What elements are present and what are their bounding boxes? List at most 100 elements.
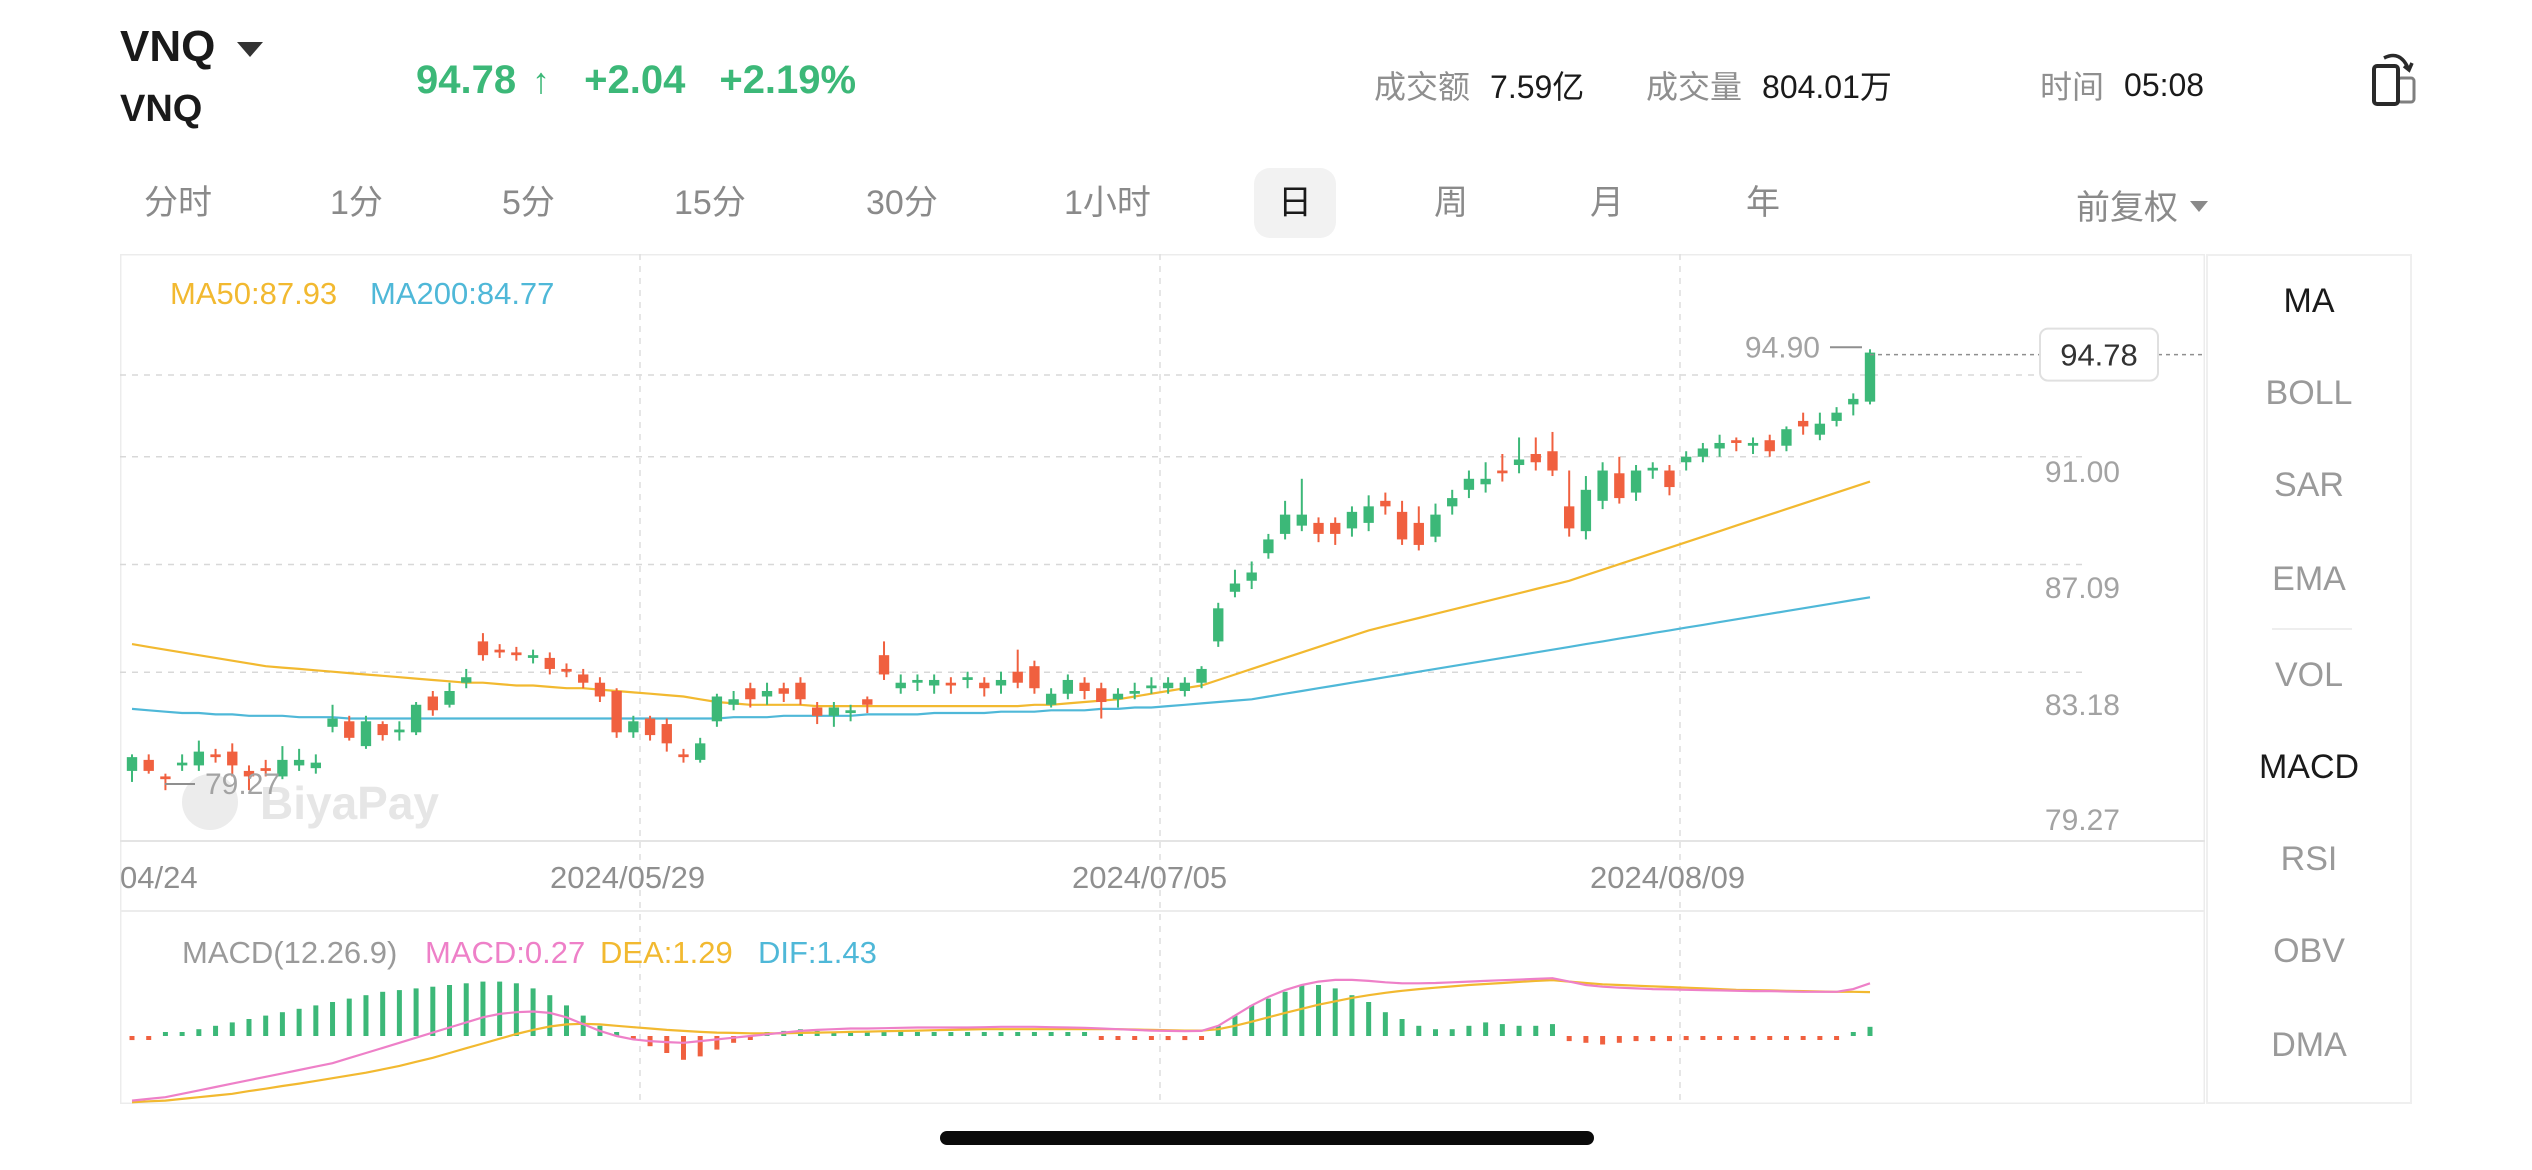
candle-body [644, 718, 656, 736]
macd-legend-item: DEA:1.29 [600, 935, 733, 970]
macd-hist-bar [1767, 1036, 1773, 1040]
macd-hist-bar [213, 1025, 219, 1036]
chevron-down-icon [237, 41, 264, 57]
macd-panel: MACD(12.26.9) MACD:0.27 DEA:1.29 DIF:1.43 [129, 935, 1873, 1104]
tab-period-10[interactable]: 年 [1746, 184, 1780, 222]
candle-body [1396, 511, 1408, 540]
tab-period-8[interactable]: 周 [1434, 184, 1468, 222]
tab-period-6[interactable]: 1小时 [1064, 184, 1151, 222]
candle-body [277, 759, 288, 777]
candle-body [728, 699, 739, 705]
volume-value: 804.01万 [1762, 69, 1892, 105]
candle-body [1413, 522, 1424, 545]
candle-body [327, 718, 338, 727]
candle-body [1697, 448, 1709, 457]
macd-hist-bar [1733, 1036, 1739, 1040]
candle-body [1162, 682, 1174, 689]
candle-body [1279, 514, 1291, 534]
macd-hist-bar [898, 1032, 904, 1036]
candle-body [695, 743, 706, 760]
macd-hist-bar [146, 1036, 152, 1040]
tab-period-2[interactable]: 1分 [330, 184, 383, 222]
indicator-boll[interactable]: BOLL [2265, 374, 2353, 412]
candle-body [1614, 473, 1625, 499]
macd-hist-bar [1433, 1029, 1438, 1036]
candle-body [1129, 690, 1140, 694]
candle-body [945, 682, 957, 686]
indicator-dma[interactable]: DMA [2271, 1026, 2347, 1064]
max-label: 94.90 [1745, 331, 1820, 364]
macd-hist-bar [1700, 1036, 1706, 1040]
candle-body [578, 674, 589, 683]
macd-hist-bar [513, 983, 519, 1036]
indicator-vol[interactable]: VOL [2274, 656, 2344, 694]
x-tick-label: 2024/08/09 [1590, 860, 1745, 895]
tab-period-1[interactable]: 分时 [144, 184, 212, 222]
candle-body [1647, 467, 1658, 471]
candle-body [1764, 440, 1775, 452]
ma-legend-item: MA50:87.93 [170, 276, 337, 311]
macd-hist-bar [179, 1032, 185, 1036]
candle-body [260, 768, 271, 771]
ma200-line [131, 596, 1871, 720]
macd-hist-bar [914, 1032, 920, 1036]
kline-chart[interactable]: BiyaPay MA50:87.93MA200:84.7794.9191.008… [119, 253, 2206, 1105]
candle-body [661, 724, 672, 744]
candle-body [126, 757, 138, 771]
candle-body [444, 690, 455, 705]
macd-hist-bar [330, 1002, 336, 1036]
price-adjust-dropdown[interactable]: 前复权 [2076, 180, 2208, 229]
indicator-sar[interactable]: SAR [2274, 466, 2344, 504]
candle-body [1497, 470, 1508, 474]
macd-hist-bar [296, 1008, 302, 1036]
tab-period-5[interactable]: 30分 [866, 184, 938, 222]
candle-body [895, 682, 906, 689]
candle-body [1580, 489, 1592, 532]
candle-body [243, 770, 255, 777]
macd-hist-bar [1533, 1025, 1539, 1036]
chart-border [119, 253, 2206, 1105]
macd-legend-item: MACD:0.27 [425, 935, 585, 970]
time-stat: 时间 05:08 [2040, 62, 2204, 108]
macd-hist-bar [1098, 1036, 1104, 1040]
rotate-icon [2372, 53, 2416, 106]
macd-hist-bar [1199, 1036, 1205, 1040]
candle-body [461, 677, 472, 683]
tab-period-9[interactable]: 月 [1590, 184, 1624, 222]
indicator-macd[interactable]: MACD [2258, 748, 2360, 786]
candle-body [160, 776, 171, 780]
turnover-value: 7.59亿 [1490, 69, 1585, 105]
tab-period-3[interactable]: 5分 [502, 184, 555, 222]
candle-body [561, 668, 572, 672]
watermark: BiyaPay [182, 774, 439, 830]
macd-hist-bar [196, 1029, 202, 1036]
macd-legend-item: MACD(12.26.9) [182, 935, 397, 970]
candle-body [979, 682, 990, 689]
macd-hist-bar [1182, 1036, 1188, 1041]
macd-hist-bar [981, 1032, 987, 1036]
candle-body [862, 699, 873, 705]
macd-hist-bar [747, 1036, 753, 1040]
macd-hist-bar [680, 1036, 686, 1060]
candle-body [1012, 671, 1023, 683]
tab-period-7[interactable]: 日 [1254, 168, 1336, 238]
dea-line [131, 979, 1871, 1104]
indicator-obv[interactable]: OBV [2273, 932, 2345, 970]
indicator-rsi[interactable]: RSI [2280, 840, 2338, 878]
macd-hist-bar [1031, 1032, 1037, 1036]
tab-period-4[interactable]: 15分 [674, 184, 746, 222]
candle-body [1196, 668, 1207, 683]
rotate-screen-button[interactable] [2370, 48, 2420, 108]
macd-hist-bar [396, 990, 402, 1036]
indicator-ema[interactable]: EMA [2272, 560, 2346, 598]
macd-hist-bar [1616, 1036, 1622, 1043]
symbol-selector[interactable]: VNQ [120, 22, 264, 72]
indicator-ma[interactable]: MA [2283, 282, 2335, 320]
home-indicator[interactable] [940, 1131, 1594, 1145]
candle-body [811, 707, 823, 716]
macd-hist-bar [1549, 1024, 1555, 1036]
macd-hist-bar [1850, 1032, 1856, 1036]
x-tick-label: 2024/07/05 [1072, 860, 1227, 895]
macd-hist-bar [447, 985, 453, 1036]
chart-area[interactable]: BiyaPay MA50:87.93MA200:84.7794.9191.008… [119, 253, 2206, 1105]
